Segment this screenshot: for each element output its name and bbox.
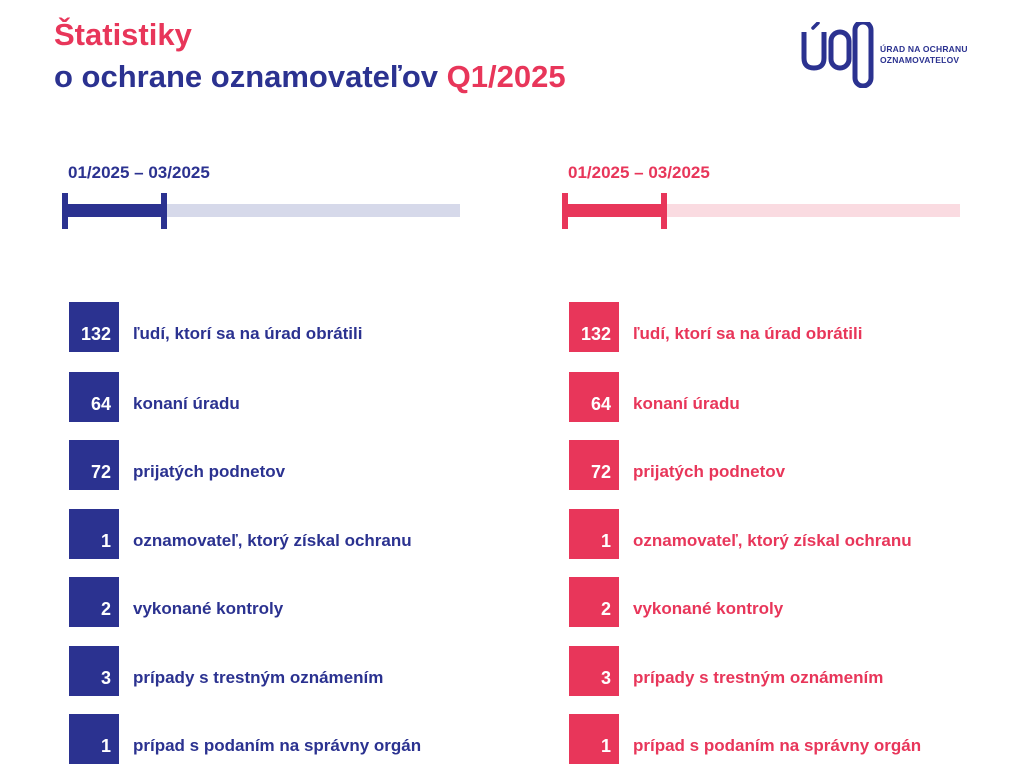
stat-value: 132 — [569, 302, 619, 352]
stat-value: 3 — [69, 646, 119, 696]
progress-fill — [65, 204, 164, 217]
stat-row: 2 vykonané kontroly — [569, 577, 1009, 627]
stat-label: vykonané kontroly — [633, 599, 784, 618]
title-line-2: o ochrane oznamovateľov Q1/2025 — [54, 56, 566, 98]
stat-row: 132 ľudí, ktorí sa na úrad obrátili — [569, 302, 1009, 352]
stat-label: prípad s podaním na správny orgán — [133, 736, 422, 755]
stat-row: 72 prijatých podnetov — [569, 440, 1009, 490]
progress-end-cap — [161, 193, 167, 229]
logo-text-line-2: OZNAMOVATEĽOV — [880, 55, 960, 65]
stat-label: oznamovateľ, ktorý získal ochranu — [133, 531, 412, 550]
stat-label: konaní úradu — [133, 394, 240, 413]
progress-start-cap — [562, 193, 568, 229]
title-line-1: Štatistiky — [54, 17, 192, 52]
period-label: 01/2025 – 03/2025 — [68, 163, 210, 182]
stat-row: 1 oznamovateľ, ktorý získal ochranu — [69, 509, 509, 559]
stat-value: 1 — [569, 509, 619, 559]
logo-text-line-1: ÚRAD NA OCHRANU — [880, 44, 968, 54]
stat-value: 1 — [69, 509, 119, 559]
stat-label: ľudí, ktorí sa na úrad obrátili — [133, 324, 363, 343]
stat-value: 64 — [569, 372, 619, 422]
stat-row: 1 prípad s podaním na správny orgán — [569, 714, 1009, 764]
stat-label: prípad s podaním na správny orgán — [633, 736, 922, 755]
stat-row: 1 prípad s podaním na správny orgán — [69, 714, 509, 764]
stat-row: 64 konaní úradu — [569, 372, 1009, 422]
stat-value: 64 — [69, 372, 119, 422]
stat-value: 1 — [69, 714, 119, 764]
stat-row: 2 vykonané kontroly — [69, 577, 509, 627]
stats-column-pink: 01/2025 – 03/2025 132 ľudí, ktorí sa na … — [560, 0, 1020, 781]
stat-value: 132 — [69, 302, 119, 352]
stat-row: 3 prípady s trestným oznámením — [569, 646, 1009, 696]
progress-fill — [565, 204, 664, 217]
stat-value: 2 — [69, 577, 119, 627]
progress-end-cap — [661, 193, 667, 229]
office-logo: ÚRAD NA OCHRANU OZNAMOVATEĽOV — [800, 22, 1000, 88]
title-line-2-main: o ochrane oznamovateľov — [54, 59, 439, 94]
stat-label: prijatých podnetov — [133, 462, 286, 481]
progress-start-cap — [62, 193, 68, 229]
stat-value: 3 — [569, 646, 619, 696]
period-label: 01/2025 – 03/2025 — [568, 163, 710, 182]
stat-row: 64 konaní úradu — [69, 372, 509, 422]
stat-label: ľudí, ktorí sa na úrad obrátili — [633, 324, 863, 343]
stat-label: prípady s trestným oznámením — [633, 668, 884, 687]
stat-label: konaní úradu — [633, 394, 740, 413]
period-progress-bar — [560, 192, 960, 229]
stat-value: 72 — [569, 440, 619, 490]
stat-row: 1 oznamovateľ, ktorý získal ochranu — [569, 509, 1009, 559]
stat-value: 72 — [69, 440, 119, 490]
logo-text: ÚRAD NA OCHRANU OZNAMOVATEĽOV — [880, 44, 968, 66]
period-progress-bar — [60, 192, 460, 229]
title-line-2-accent: Q1/2025 — [446, 59, 566, 94]
stat-value: 1 — [569, 714, 619, 764]
stat-row: 132 ľudí, ktorí sa na úrad obrátili — [69, 302, 509, 352]
page-title: Štatistiky o ochrane oznamovateľov Q1/20… — [54, 14, 566, 98]
stat-label: vykonané kontroly — [133, 599, 284, 618]
stat-value: 2 — [569, 577, 619, 627]
stat-label: oznamovateľ, ktorý získal ochranu — [633, 531, 912, 550]
stat-row: 72 prijatých podnetov — [69, 440, 509, 490]
stat-label: prípady s trestným oznámením — [133, 668, 384, 687]
uoo-logo-icon — [801, 22, 874, 88]
stat-row: 3 prípady s trestným oznámením — [69, 646, 509, 696]
stat-label: prijatých podnetov — [633, 462, 786, 481]
stats-column-blue: 01/2025 – 03/2025 132 ľudí, ktorí sa na … — [60, 0, 520, 781]
